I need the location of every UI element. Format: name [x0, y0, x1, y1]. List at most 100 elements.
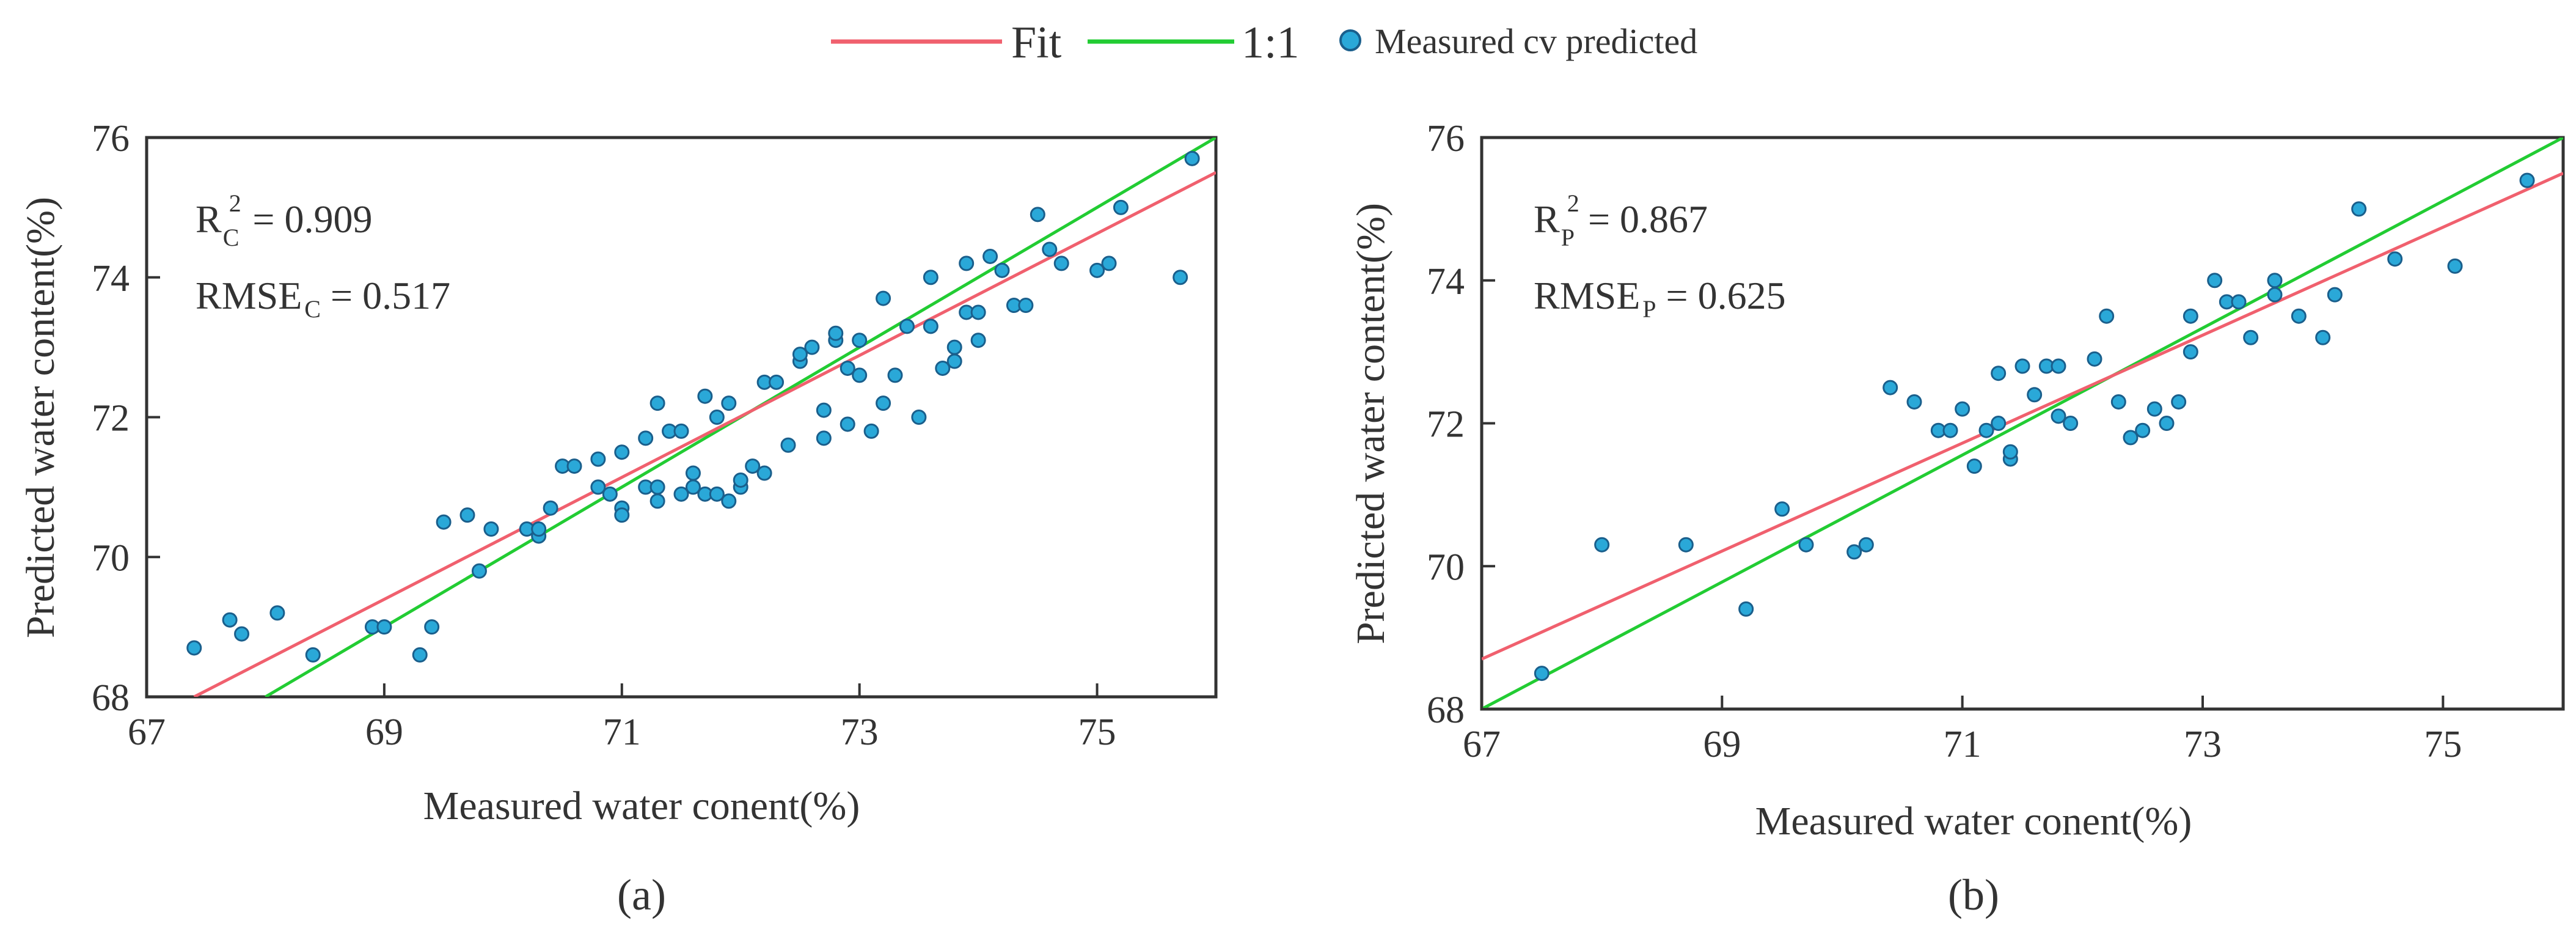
data-point-b-33 — [2183, 344, 2198, 360]
x-tick-label-a-2: 71 — [603, 712, 641, 753]
data-point-a-84 — [1173, 270, 1188, 285]
caption-b: (b) — [1948, 870, 1999, 919]
x-tick-label-b-1: 69 — [1703, 724, 1741, 765]
data-point-a-3 — [269, 605, 285, 621]
y-ticks-a: 68 70 72 74 76 — [92, 118, 160, 719]
data-point-a-43 — [745, 458, 761, 474]
x-axis-label-b: Measured water conent(%) — [1755, 799, 2192, 844]
r2-stat-b: R 2 P = 0.867 — [1534, 189, 1708, 251]
legend-one-to-one-label: 1:1 — [1242, 18, 1300, 68]
data-point-a-21 — [602, 486, 618, 502]
y-tick-label-b-4: 76 — [1427, 118, 1465, 160]
data-point-b-11 — [1942, 422, 1958, 438]
data-point-a-56 — [840, 360, 855, 376]
data-point-a-59 — [863, 423, 879, 439]
x-tick-label-b-0: 67 — [1463, 724, 1501, 765]
data-point-b-43 — [2327, 287, 2343, 303]
data-point-a-51 — [816, 430, 832, 446]
data-point-b-46 — [2447, 258, 2463, 274]
data-point-b-29 — [2135, 422, 2151, 438]
x-axis-label-a: Measured water conent(%) — [423, 784, 860, 828]
fit-line-b — [1482, 172, 2563, 661]
data-point-a-9 — [436, 514, 452, 530]
data-point-a-80 — [1053, 256, 1069, 271]
y-tick-label-a-0: 68 — [92, 677, 130, 719]
data-point-b-15 — [1991, 416, 2007, 431]
data-point-a-7 — [412, 647, 428, 663]
data-point-a-37 — [709, 410, 725, 425]
data-point-a-27 — [649, 493, 665, 509]
data-point-a-40 — [721, 493, 737, 509]
data-point-a-49 — [792, 347, 808, 362]
data-point-a-38 — [709, 486, 725, 502]
data-point-b-0 — [1534, 666, 1550, 682]
x-tick-label-a-3: 73 — [841, 712, 879, 753]
data-point-a-1 — [222, 612, 238, 628]
data-point-a-63 — [899, 318, 915, 334]
data-point-a-58 — [852, 367, 868, 383]
data-point-b-37 — [2231, 294, 2247, 310]
data-point-b-19 — [2014, 358, 2030, 374]
data-point-b-35 — [2207, 273, 2223, 289]
x-tick-label-b-3: 73 — [2184, 724, 2222, 765]
data-point-b-45 — [2387, 251, 2403, 267]
data-point-a-71 — [959, 256, 975, 271]
x-tick-label-b-2: 71 — [1944, 724, 1981, 765]
data-point-b-27 — [2110, 394, 2126, 410]
data-point-a-86 — [1245, 159, 1258, 172]
data-point-b-30 — [2146, 401, 2162, 417]
data-point-b-5 — [1798, 537, 1814, 553]
data-point-a-72 — [970, 304, 986, 320]
data-point-b-4 — [1774, 501, 1790, 517]
data-point-b-6 — [1846, 544, 1862, 560]
rmse-stat-a: RMSE C = 0.517 — [196, 274, 450, 323]
y-ticks-b: 68 70 72 74 76 — [1427, 118, 1495, 731]
data-point-a-73 — [970, 333, 986, 348]
data-point-b-40 — [2267, 287, 2283, 303]
data-point-a-75 — [994, 262, 1010, 278]
data-point-b-32 — [2171, 394, 2187, 410]
legend-fit-label: Fit — [1011, 18, 1062, 68]
data-point-a-39 — [721, 395, 737, 411]
data-point-b-22 — [2051, 358, 2066, 374]
data-point-b-14 — [1978, 422, 1994, 438]
x-ticks-b: 67 69 71 73 75 — [1463, 696, 2462, 765]
data-point-b-2 — [1678, 537, 1694, 553]
data-point-b-12 — [1955, 401, 1970, 417]
data-point-b-18 — [2002, 444, 2018, 460]
y-tick-label-b-3: 74 — [1427, 261, 1465, 303]
x-ticks-a: 67 69 71 73 75 — [128, 683, 1116, 753]
data-point-a-11 — [471, 563, 487, 579]
caption-a: (a) — [617, 870, 666, 919]
data-point-a-78 — [1030, 207, 1045, 222]
data-point-a-10 — [459, 507, 475, 523]
panel-b: 68 70 72 74 76 67 69 71 73 75 R 2 P = 0.867 RMSE P = … — [1348, 118, 2565, 919]
plot-clip-b — [1482, 138, 2563, 709]
data-point-a-20 — [590, 451, 606, 467]
data-point-a-83 — [1113, 199, 1129, 215]
data-point-a-28 — [649, 479, 665, 495]
data-point-a-29 — [649, 395, 665, 411]
data-point-a-50 — [804, 339, 820, 355]
data-point-a-8 — [424, 619, 440, 635]
x-tick-label-a-1: 69 — [365, 712, 403, 753]
data-point-a-68 — [946, 353, 962, 369]
x-tick-label-a-4: 75 — [1078, 712, 1116, 753]
data-point-a-47 — [780, 437, 796, 453]
y-tick-label-a-4: 76 — [92, 118, 130, 160]
y-tick-label-a-2: 72 — [92, 398, 130, 439]
data-point-a-23 — [614, 444, 630, 460]
data-point-a-24 — [614, 507, 630, 523]
data-point-a-46 — [769, 374, 785, 390]
data-point-a-6 — [376, 619, 392, 635]
data-point-a-36 — [697, 388, 713, 404]
data-point-b-23 — [2051, 408, 2066, 424]
data-point-b-13 — [1966, 458, 1982, 474]
data-point-b-39 — [2267, 273, 2283, 289]
data-point-a-74 — [982, 248, 998, 264]
plot-clip-a — [186, 138, 1258, 697]
data-point-b-7 — [1858, 537, 1874, 553]
data-point-b-38 — [2243, 329, 2259, 345]
legend-point-marker — [1339, 29, 1361, 51]
